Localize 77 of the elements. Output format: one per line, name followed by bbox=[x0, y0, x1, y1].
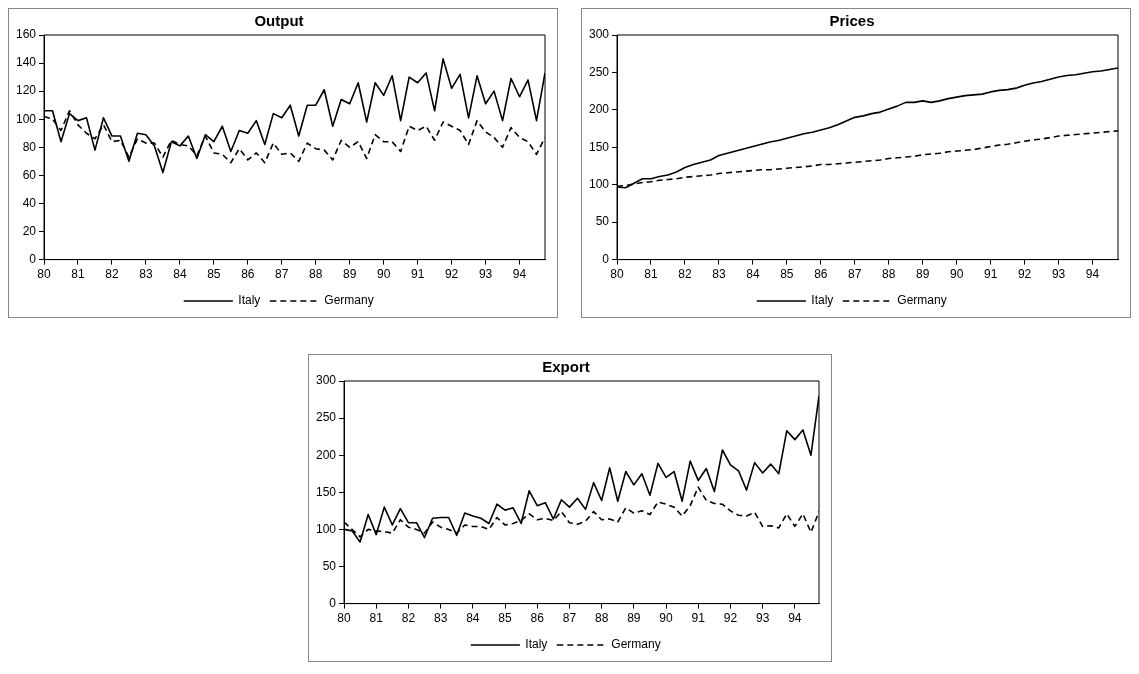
x-tick-label: 90 bbox=[949, 267, 964, 282]
x-tick-label: 87 bbox=[562, 611, 576, 626]
y-tick-label: 120 bbox=[15, 83, 37, 98]
chart-title: Output bbox=[254, 12, 304, 30]
x-tick-label: 91 bbox=[691, 611, 705, 626]
y-tick-label: 200 bbox=[588, 102, 610, 117]
y-tick-label: 50 bbox=[322, 558, 336, 573]
x-tick-label: 85 bbox=[780, 267, 794, 282]
y-tick-label: 50 bbox=[595, 214, 610, 229]
x-tick-label: 84 bbox=[465, 611, 480, 626]
y-tick-label: 40 bbox=[22, 195, 37, 210]
x-tick-label: 80 bbox=[610, 267, 625, 282]
y-tick-label: 200 bbox=[315, 447, 336, 462]
x-tick-label: 92 bbox=[444, 267, 459, 282]
legend-label: Italy bbox=[238, 293, 261, 308]
y-tick-label: 250 bbox=[315, 410, 336, 425]
y-tick-label: 80 bbox=[22, 139, 37, 154]
y-tick-label: 300 bbox=[588, 27, 610, 42]
y-tick-label: 100 bbox=[15, 111, 37, 126]
x-tick-label: 92 bbox=[1017, 267, 1032, 282]
x-tick-label: 94 bbox=[1085, 267, 1100, 282]
x-tick-label: 84 bbox=[746, 267, 760, 282]
x-tick-label: 89 bbox=[626, 611, 641, 626]
x-tick-label: 88 bbox=[309, 267, 323, 282]
x-tick-label: 94 bbox=[512, 267, 527, 282]
legend-label: Germany bbox=[897, 293, 947, 308]
y-tick-label: 150 bbox=[315, 484, 336, 499]
x-tick-label: 81 bbox=[71, 267, 85, 282]
x-tick-label: 82 bbox=[678, 267, 692, 282]
y-tick-label: 100 bbox=[588, 177, 610, 192]
x-tick-label: 83 bbox=[139, 267, 153, 282]
legend-label: Italy bbox=[524, 637, 547, 652]
x-tick-label: 81 bbox=[369, 611, 383, 626]
x-tick-label: 91 bbox=[983, 267, 998, 282]
x-tick-label: 94 bbox=[787, 611, 802, 626]
legend-label: Italy bbox=[811, 293, 834, 308]
x-tick-label: 93 bbox=[755, 611, 770, 626]
x-tick-label: 87 bbox=[848, 267, 862, 282]
legend-label: Germany bbox=[324, 293, 374, 308]
x-tick-label: 81 bbox=[644, 267, 658, 282]
y-tick-label: 60 bbox=[22, 167, 37, 182]
x-tick-label: 89 bbox=[916, 267, 930, 282]
x-tick-label: 93 bbox=[478, 267, 493, 282]
x-tick-label: 87 bbox=[275, 267, 289, 282]
x-tick-label: 83 bbox=[433, 611, 448, 626]
x-tick-label: 83 bbox=[712, 267, 726, 282]
x-tick-label: 86 bbox=[814, 267, 828, 282]
x-tick-label: 92 bbox=[723, 611, 737, 626]
y-tick-label: 100 bbox=[315, 521, 336, 536]
x-tick-label: 82 bbox=[401, 611, 415, 626]
legend-label: Germany bbox=[610, 637, 661, 652]
y-tick-label: 0 bbox=[328, 595, 336, 610]
x-tick-label: 89 bbox=[343, 267, 357, 282]
y-tick-label: 300 bbox=[315, 373, 336, 388]
x-tick-label: 91 bbox=[410, 267, 425, 282]
chart-title: Export bbox=[541, 358, 590, 376]
y-tick-label: 0 bbox=[29, 251, 37, 266]
x-tick-label: 93 bbox=[1051, 267, 1066, 282]
x-tick-label: 86 bbox=[241, 267, 255, 282]
chart-title: Prices bbox=[829, 12, 875, 30]
y-tick-label: 0 bbox=[602, 251, 610, 266]
y-tick-label: 160 bbox=[15, 27, 37, 42]
y-tick-label: 20 bbox=[22, 223, 37, 238]
x-tick-label: 90 bbox=[658, 611, 673, 626]
x-tick-label: 86 bbox=[530, 611, 544, 626]
x-tick-label: 84 bbox=[173, 267, 187, 282]
x-tick-label: 80 bbox=[336, 611, 351, 626]
x-tick-label: 82 bbox=[105, 267, 119, 282]
y-tick-label: 140 bbox=[15, 55, 37, 70]
x-tick-label: 85 bbox=[207, 267, 221, 282]
x-tick-label: 90 bbox=[376, 267, 391, 282]
x-tick-label: 88 bbox=[594, 611, 609, 626]
y-tick-label: 150 bbox=[588, 139, 610, 154]
x-tick-label: 80 bbox=[37, 267, 52, 282]
y-tick-label: 250 bbox=[588, 64, 610, 79]
x-tick-label: 85 bbox=[497, 611, 512, 626]
x-tick-label: 88 bbox=[882, 267, 896, 282]
